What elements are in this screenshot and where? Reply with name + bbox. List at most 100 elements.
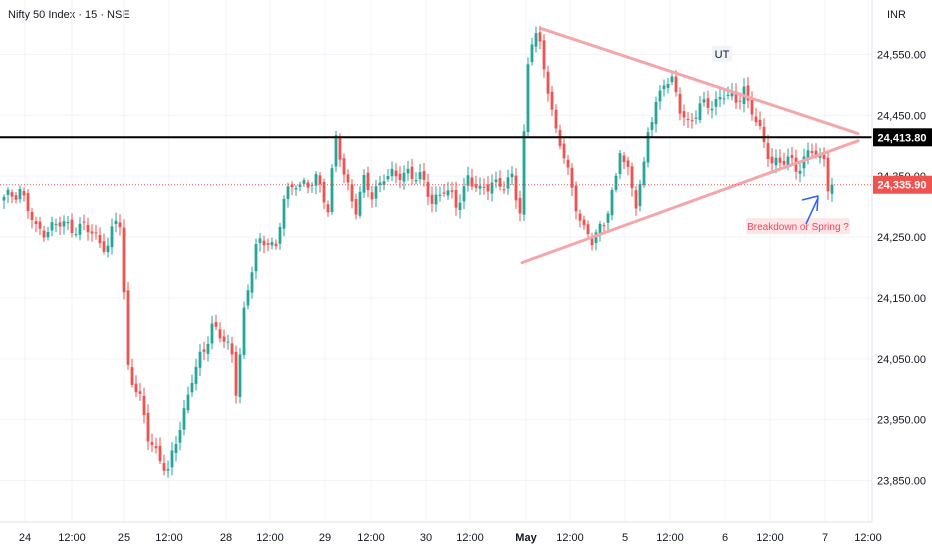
candle-body <box>130 367 134 385</box>
candle-body <box>810 151 814 153</box>
candle-body <box>486 184 490 192</box>
candle-body <box>150 442 154 445</box>
candle-body <box>34 221 38 225</box>
candle-body <box>694 117 698 119</box>
x-tick-label: 5 <box>622 532 628 544</box>
candle-body <box>474 184 478 188</box>
candle-body <box>722 98 726 100</box>
candle-body <box>78 223 82 235</box>
candle-body <box>806 150 810 158</box>
candle-body <box>182 408 186 430</box>
candle-body <box>170 450 174 468</box>
candle-body <box>250 272 254 293</box>
candle-body <box>490 182 494 194</box>
candle-body <box>718 97 722 100</box>
candle-body <box>154 446 158 449</box>
candle-body <box>234 351 238 396</box>
x-tick-label: 12:00 <box>58 532 86 544</box>
candle-body <box>106 245 110 253</box>
candle-body <box>538 32 542 42</box>
candle-body <box>650 122 654 130</box>
candle-body <box>550 91 554 110</box>
candle-body <box>46 231 50 238</box>
candle-body <box>102 241 106 252</box>
candle-body <box>362 174 366 193</box>
candle-body <box>774 157 778 166</box>
candle-body <box>662 85 666 90</box>
candle-body <box>750 99 754 115</box>
candle-body <box>290 184 294 188</box>
candle-body <box>574 185 578 212</box>
candle-body <box>382 181 386 185</box>
candle-body <box>118 222 122 228</box>
candle-body <box>226 341 230 343</box>
candle-body <box>594 232 598 243</box>
price-axis: 24,550.0024,450.0024,350.0024,250.0024,1… <box>877 49 926 487</box>
candle-body <box>262 240 266 246</box>
candle-body <box>186 394 190 411</box>
candle-body <box>714 99 718 107</box>
candle-body <box>18 188 22 200</box>
candle-body <box>582 219 586 226</box>
candle-body <box>50 222 54 231</box>
candle-body <box>530 44 534 63</box>
candle-body <box>430 194 434 204</box>
candle-body <box>814 150 818 156</box>
price-tag-text: 24,335.90 <box>878 180 927 192</box>
candle-body <box>410 166 414 180</box>
candle-body <box>698 103 702 120</box>
drawing-layer: UT Breakdown or Spring ? <box>0 27 872 265</box>
candle-body <box>438 194 442 197</box>
candle-body <box>194 366 198 384</box>
y-tick-label: 24,250.00 <box>877 232 926 244</box>
candle-body <box>658 90 662 102</box>
candle-body <box>570 167 574 188</box>
grid-lines <box>0 0 872 522</box>
candle-body <box>434 194 438 205</box>
candle-body <box>210 323 214 344</box>
candle-body <box>146 412 150 442</box>
candle-body <box>270 242 274 246</box>
candle-body <box>342 158 346 175</box>
candle-body <box>394 170 398 177</box>
candle-body <box>346 174 350 183</box>
candle-body <box>618 153 622 175</box>
candle-body <box>42 230 46 238</box>
candle-body <box>826 157 830 192</box>
y-tick-label: 24,150.00 <box>877 293 926 305</box>
candle-body <box>354 198 358 215</box>
candle-body <box>330 168 334 213</box>
candle-body <box>706 98 710 108</box>
candle-body <box>630 166 634 189</box>
candle-body <box>322 182 326 203</box>
candle-body <box>66 222 70 224</box>
candle-body <box>246 290 250 306</box>
candle-body <box>294 188 298 190</box>
candle-body <box>442 192 446 194</box>
candle-body <box>134 383 138 393</box>
x-tick-label: 12:00 <box>854 532 882 544</box>
candle-body <box>770 156 774 164</box>
candle-body <box>374 186 378 199</box>
candle-body <box>578 213 582 221</box>
price-tag-box <box>873 128 932 147</box>
candle-body <box>518 197 522 214</box>
candle-body <box>458 202 462 211</box>
candle-body <box>70 219 74 233</box>
time-axis: 24 12:00 25 12:00 28 12:00 29 12:00 30 12:00 May 12… <box>19 532 882 544</box>
candle-body <box>682 111 686 118</box>
candle-body <box>406 168 410 174</box>
ut-label-text: UT <box>715 49 730 61</box>
ut-label-box <box>712 45 732 62</box>
currency-label[interactable]: INR <box>887 9 906 21</box>
candle-body <box>766 143 770 160</box>
candle-body <box>654 101 658 125</box>
candle-body <box>426 182 430 197</box>
candle-body <box>734 91 738 103</box>
candle-body <box>690 120 694 122</box>
candle-body <box>218 329 222 339</box>
breakdown-note-text: Breakdown or Spring ? <box>747 222 849 233</box>
candle-body <box>202 349 206 352</box>
candle-body <box>10 192 14 197</box>
